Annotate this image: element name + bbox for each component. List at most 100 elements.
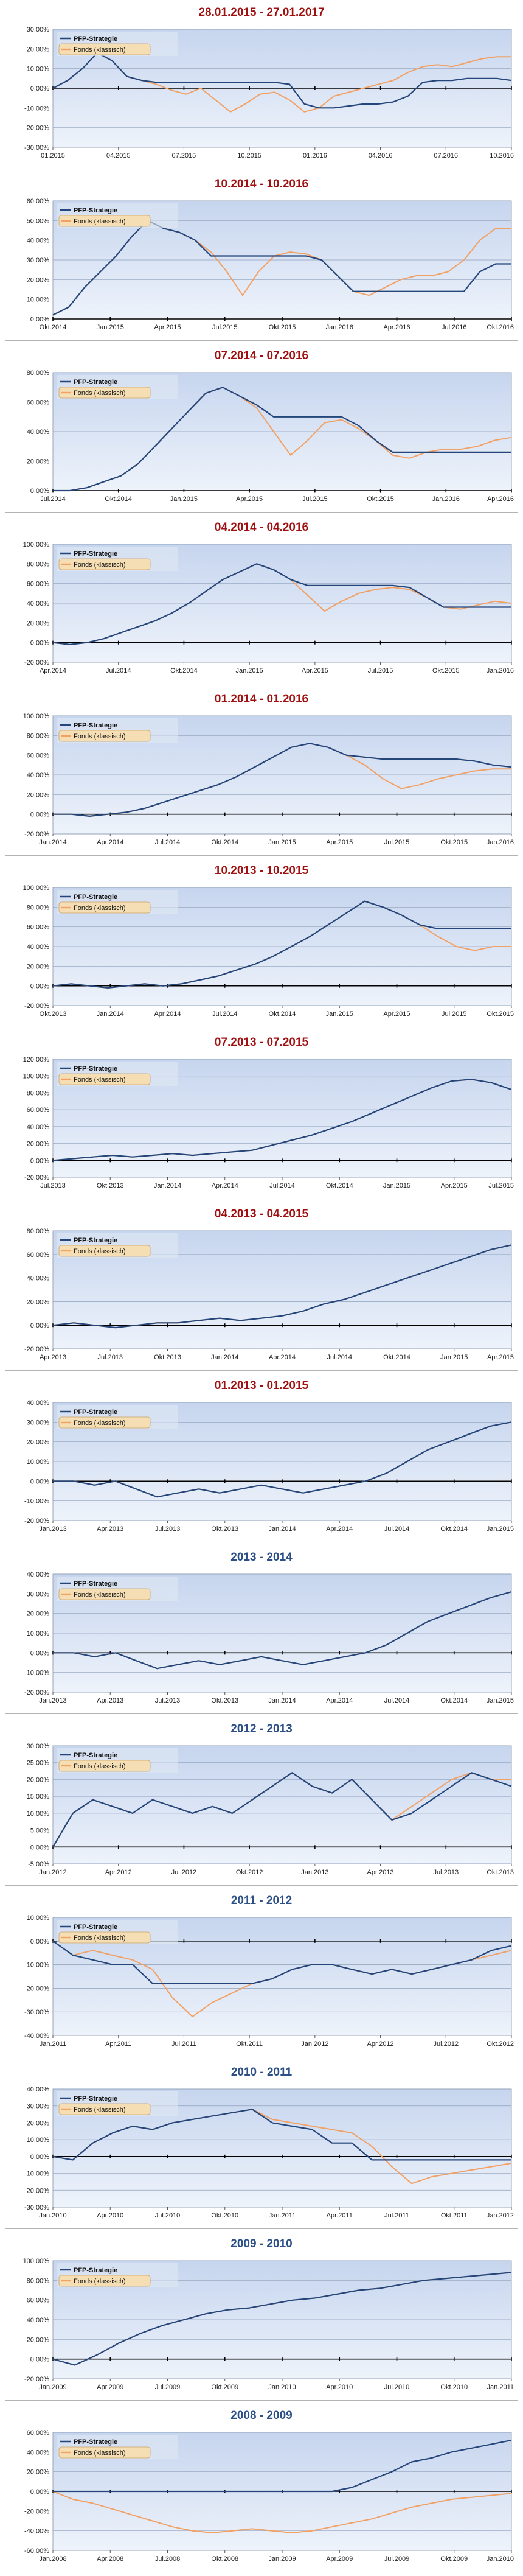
y-tick-label: 20,00%	[27, 1439, 50, 1446]
x-tick-label: Apr.2014	[326, 1697, 353, 1704]
x-tick-label: Jan.2015	[383, 1182, 410, 1189]
y-tick-label: 20,00%	[27, 2336, 50, 2343]
y-tick-label: 60,00%	[27, 198, 50, 205]
y-tick-label: 80,00%	[27, 561, 50, 568]
y-tick-label: -20,00%	[24, 2376, 49, 2383]
chart-title: 10.2013 - 10.2015	[214, 864, 309, 877]
x-tick-label: Okt.2014	[105, 495, 132, 503]
y-tick-label: 20,00%	[27, 791, 50, 799]
x-tick-label: Jul.2009	[384, 2555, 410, 2563]
y-tick-label: 40,00%	[27, 237, 50, 245]
y-tick-label: -40,00%	[24, 2528, 49, 2535]
legend-label-pfp: PFP-Strategie	[74, 207, 117, 214]
x-tick-label: Okt.2013	[154, 1354, 181, 1361]
x-tick-label: 04.2015	[106, 152, 131, 159]
legend-highlight-fonds	[58, 215, 151, 227]
line-chart: 60,00% 50,00% 40,00% 30,00% 20,00% 10,00% 0,00…	[27, 198, 514, 331]
y-tick-label: 40,00%	[27, 2086, 50, 2093]
x-tick-label: Apr.2014	[40, 667, 66, 674]
legend-highlight-fonds	[58, 730, 151, 742]
x-tick-label: Okt.2013	[40, 1010, 67, 1018]
legend-label-fonds: Fonds (klassisch)	[74, 390, 126, 397]
y-tick-label: 0,00%	[30, 85, 49, 93]
legend-label-fonds: Fonds (klassisch)	[74, 1934, 126, 1942]
x-tick-label: Jul.2014	[269, 1182, 295, 1189]
x-tick-label: Jan.2015	[268, 839, 296, 846]
legend-label-pfp: PFP-Strategie	[74, 722, 117, 729]
y-tick-label: -20,00%	[24, 1985, 49, 1992]
y-tick-label: 30,00%	[27, 1743, 50, 1750]
line-chart: 100,00% 80,00% 60,00% 40,00% 20,00% 0,00% -20,…	[23, 541, 514, 674]
y-tick-label: 80,00%	[27, 1228, 50, 1235]
x-tick-label: Jan.2014	[268, 1525, 296, 1533]
chart-panel-11: 2012 - 2013 30,00% 25,00% 20,00% 15,00% 10,00…	[5, 1717, 518, 1886]
y-tick-label: 0,00%	[30, 1938, 49, 1945]
x-tick-label: Apr.2008	[97, 2555, 123, 2563]
x-tick-label: Okt.2011	[236, 2040, 263, 2048]
chart-panel-6: 10.2013 - 10.2015 100,00% 80,00% 60,00% 40,0…	[5, 858, 518, 1027]
legend-label-fonds: Fonds (klassisch)	[74, 1591, 126, 1598]
y-tick-label: -20,00%	[24, 659, 49, 667]
chart-title: 2011 - 2012	[230, 1894, 293, 1907]
x-tick-label: Jan.2012	[301, 2040, 328, 2048]
x-tick-label: Okt.2013	[487, 1869, 514, 1876]
y-tick-label: 60,00%	[27, 1107, 50, 1114]
x-tick-label: Apr.2015	[487, 1354, 514, 1361]
legend: PFP-Strategie Fonds (klassisch)	[57, 1920, 178, 1944]
chart-title: 10.2014 - 10.2016	[214, 178, 309, 191]
y-tick-label: -30,00%	[24, 2009, 49, 2016]
y-tick-label: 20,00%	[27, 620, 50, 627]
y-tick-label: 40,00%	[27, 429, 50, 436]
legend-highlight-fonds	[58, 387, 151, 399]
x-tick-label: Apr.2015	[441, 1182, 468, 1189]
series-line-fonds	[52, 2491, 512, 2533]
y-tick-label: 30,00%	[27, 257, 50, 264]
x-tick-label: Jan.2014	[154, 1182, 181, 1189]
legend-highlight-fonds	[58, 1931, 151, 1944]
line-chart: 120,00% 100,00% 80,00% 60,00% 40,00% 20,00% 0,…	[23, 1056, 514, 1189]
chart-title: 04.2014 - 04.2016	[214, 521, 309, 534]
line-chart: 80,00%60,00%40,00%20,00%0,00%-20,00%Apr.…	[24, 1228, 514, 1361]
x-tick-label: Okt.2013	[211, 1525, 238, 1533]
x-tick-label: Okt.2015	[367, 495, 394, 503]
x-tick-label: Okt.2008	[211, 2555, 238, 2563]
x-tick-label: Okt.2014	[170, 667, 198, 674]
x-tick-label: Jul.2012	[433, 2040, 459, 2048]
x-tick-label: Jan.2013	[39, 1697, 66, 1704]
chart-title: 04.2013 - 04.2015	[214, 1208, 309, 1220]
x-tick-label: Okt.2009	[211, 2384, 238, 2391]
legend-highlight-fonds	[58, 2446, 151, 2459]
x-tick-label: Jul.2011	[384, 2212, 409, 2219]
x-tick-label: Jul.2013	[155, 1697, 181, 1704]
y-tick-label: 5,00%	[30, 1827, 49, 1835]
y-tick-label: -20,00%	[24, 1346, 49, 1353]
legend-label-pfp: PFP-Strategie	[74, 1409, 117, 1416]
y-tick-label: 80,00%	[27, 732, 50, 740]
line-chart: 60,00% 40,00% 20,00% 0,00% -20,00% -40,00% -60…	[24, 2429, 514, 2563]
y-tick-label: -20,00%	[24, 2508, 49, 2515]
legend: PFP-Strategie Fonds (klassisch)	[57, 890, 178, 914]
series-line-pfp	[53, 2439, 512, 2493]
line-chart: 40,00% 30,00% 20,00% 10,00% 0,00% -10,00% -20,…	[24, 2086, 514, 2219]
x-tick-label: 01.2016	[303, 152, 327, 159]
x-tick-label: Jan.2008	[39, 2555, 66, 2563]
legend-label-pfp: PFP-Strategie	[74, 894, 117, 901]
y-tick-label: 20,00%	[27, 963, 50, 970]
series-line-pfp	[52, 2272, 512, 2366]
chart-panel-12: 2011 - 2012 10,00% 0,00% -10,00% -20,00% -30,…	[5, 1888, 518, 2057]
line-chart: 100,00% 80,00% 60,00% 40,00% 20,00% 0,00% -20,…	[23, 713, 514, 846]
x-tick-label: Okt.2010	[211, 2212, 238, 2219]
chart-panel-14: 2009 - 2010 100,00% 80,00% 60,00% 40,00% 20,0…	[5, 2231, 518, 2401]
chart-panel-2: 10.2014 - 10.2016 60,00% 50,00% 40,00% 30,00…	[5, 172, 518, 341]
x-tick-label: Apr.2012	[367, 2040, 394, 2048]
line-chart: 100,00% 80,00% 60,00% 40,00% 20,00% 0,00% -20,…	[23, 2258, 514, 2391]
line-chart: 30,00% 20,00% 10,00% 0,00% -10,00% -20,00% -30…	[24, 26, 514, 159]
x-tick-label: Jan.2012	[39, 1869, 66, 1876]
x-tick-label: Jan.2015	[440, 1354, 468, 1361]
y-tick-label: 0,00%	[30, 2488, 49, 2496]
x-tick-label: Jan.2010	[268, 2384, 296, 2391]
y-tick-label: 120,00%	[23, 1056, 50, 1063]
y-tick-label: 15,00%	[27, 1793, 50, 1801]
x-tick-label: Jan.2015	[170, 495, 198, 503]
y-tick-label: 40,00%	[27, 943, 50, 951]
